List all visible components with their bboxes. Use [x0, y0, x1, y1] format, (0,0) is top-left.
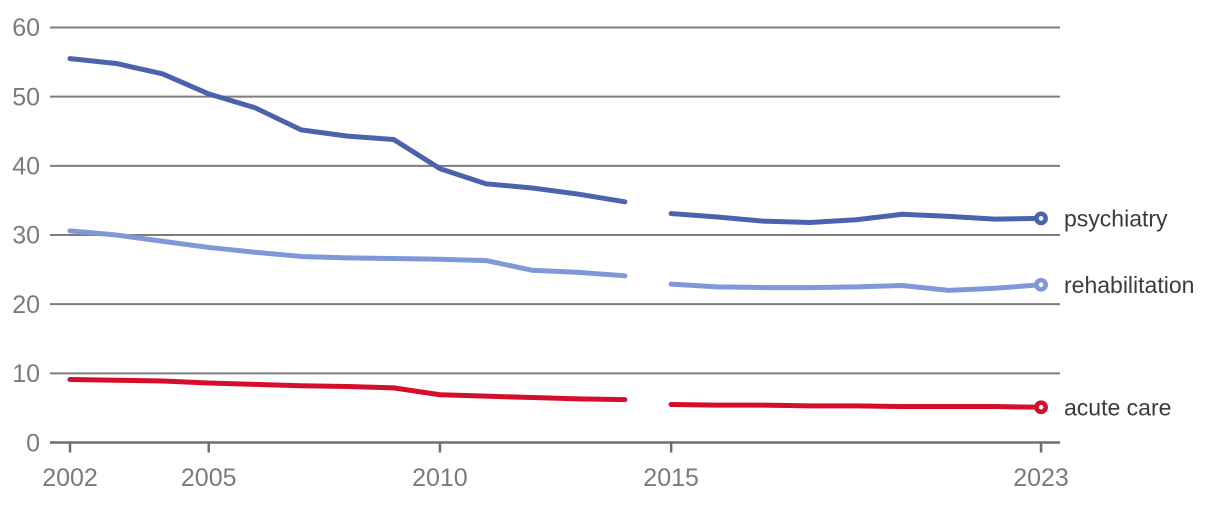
series-endpoint-marker-acute-care — [1034, 400, 1048, 415]
series-line-acute-care-segment-1 — [67, 377, 628, 403]
y-axis-label-0: 0 — [26, 429, 40, 457]
series-label-rehabilitation: rehabilitation — [1064, 272, 1194, 298]
x-axis-label-2023: 2023 — [1013, 464, 1069, 492]
series-line-rehabilitation-segment-1 — [67, 228, 628, 279]
series-label-acute-care: acute care — [1064, 394, 1171, 420]
series-line-psychiatry-segment-1 — [67, 56, 628, 205]
y-axis-label-30: 30 — [12, 222, 40, 250]
y-axis-label-40: 40 — [12, 153, 40, 181]
y-axis-label-50: 50 — [12, 83, 40, 111]
y-axis-label-60: 60 — [12, 14, 40, 42]
x-axis-label-2015: 2015 — [643, 464, 699, 492]
series-label-psychiatry: psychiatry — [1064, 205, 1168, 231]
x-axis-label-2010: 2010 — [412, 464, 468, 492]
series-line-acute-care-segment-2 — [668, 401, 1044, 410]
series-endpoint-marker-psychiatry — [1034, 211, 1048, 226]
y-axis-label-10: 10 — [12, 360, 40, 388]
x-axis-label-2002: 2002 — [42, 464, 98, 492]
x-axis-label-2005: 2005 — [181, 464, 237, 492]
series-endpoint-marker-rehabilitation — [1034, 277, 1048, 292]
y-axis-label-20: 20 — [12, 291, 40, 319]
series-line-rehabilitation-segment-2 — [668, 281, 1044, 293]
series-line-psychiatry-segment-2 — [668, 211, 1044, 226]
